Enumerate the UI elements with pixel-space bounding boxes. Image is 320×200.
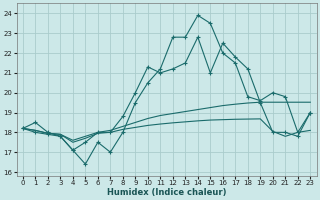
X-axis label: Humidex (Indice chaleur): Humidex (Indice chaleur): [107, 188, 226, 197]
